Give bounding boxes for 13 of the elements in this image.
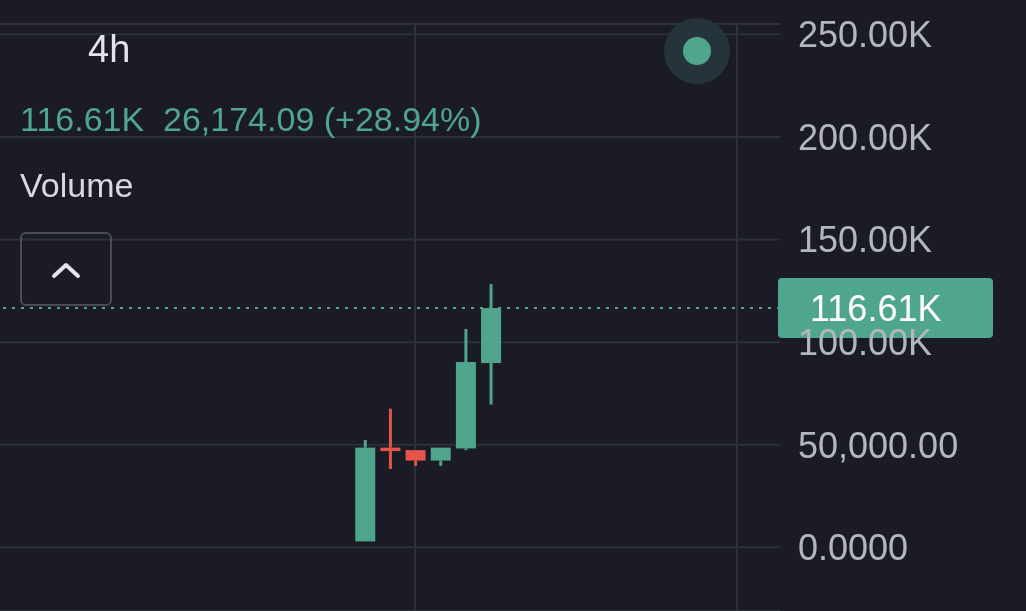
annotation: Volume: [20, 166, 134, 205]
y-tick-label: 250.00K: [798, 14, 933, 56]
y-tick-label: 0.0000: [798, 527, 909, 569]
y-tick-label: 200.00K: [798, 116, 933, 158]
candlestick: [455, 328, 476, 452]
y-tick-label: 150.00K: [798, 219, 933, 261]
text: 116.61K 26,174.09 (+28.94%): [20, 100, 482, 139]
y-tick-label: 50,000.00: [798, 424, 959, 466]
chart-title: 4h: [88, 28, 131, 71]
candlestick: [355, 440, 376, 542]
candlestick: [430, 447, 451, 466]
ref-line-label: 116.61K: [810, 288, 942, 330]
candlestick: [405, 450, 426, 466]
